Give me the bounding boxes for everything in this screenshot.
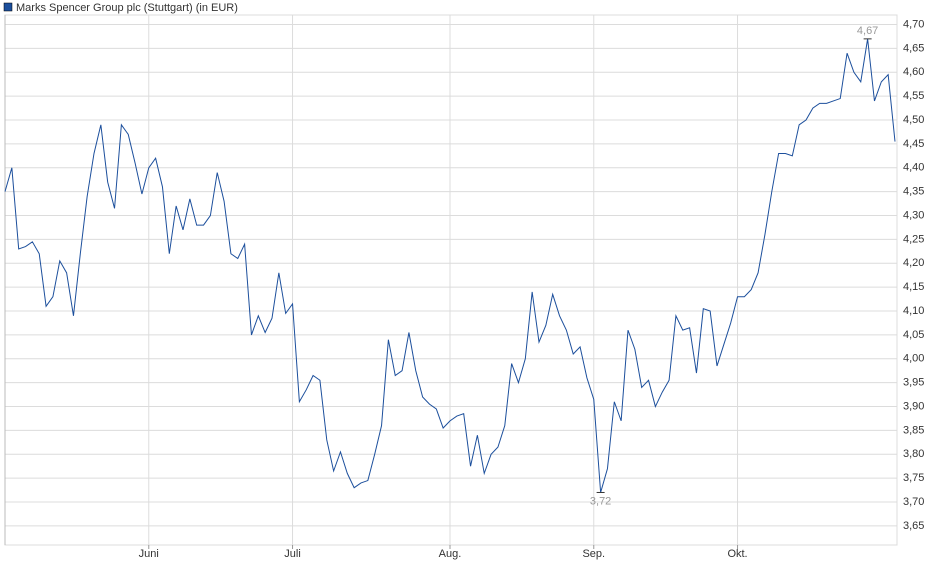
y-tick-label: 3,80 — [903, 448, 924, 460]
y-tick-label: 4,60 — [903, 66, 924, 78]
extreme-label: 3,72 — [590, 495, 611, 507]
y-tick-label: 3,90 — [903, 400, 924, 412]
y-tick-label: 4,30 — [903, 209, 924, 221]
legend-label: Marks Spencer Group plc (Stuttgart) (in … — [16, 2, 238, 14]
legend-swatch — [3, 2, 13, 12]
price-line — [4, 38, 896, 493]
y-tick-label: 4,45 — [903, 138, 924, 150]
y-tick-label: 4,65 — [903, 42, 924, 54]
x-tick-label: Aug. — [439, 548, 462, 560]
y-tick-label: 4,40 — [903, 162, 924, 174]
x-tick-label: Juni — [139, 548, 159, 560]
y-tick-label: 4,50 — [903, 114, 924, 126]
y-tick-label: 4,10 — [903, 305, 924, 317]
y-tick-label: 3,70 — [903, 496, 924, 508]
y-tick-label: 4,05 — [903, 329, 924, 341]
y-tick-label: 4,70 — [903, 18, 924, 30]
x-tick-label: Juli — [284, 548, 301, 560]
y-tick-label: 4,25 — [903, 233, 924, 245]
x-tick-label: Okt. — [727, 548, 747, 560]
y-tick-label: 4,15 — [903, 281, 924, 293]
y-tick-label: 3,85 — [903, 424, 924, 436]
x-tick-label: Sep. — [582, 548, 605, 560]
extreme-label: 4,67 — [857, 25, 878, 37]
y-tick-label: 3,75 — [903, 472, 924, 484]
y-tick-label: 4,35 — [903, 186, 924, 198]
y-tick-label: 4,00 — [903, 353, 924, 365]
y-tick-label: 3,65 — [903, 520, 924, 532]
y-tick-label: 4,55 — [903, 90, 924, 102]
y-tick-label: 4,20 — [903, 257, 924, 269]
y-tick-label: 3,95 — [903, 377, 924, 389]
